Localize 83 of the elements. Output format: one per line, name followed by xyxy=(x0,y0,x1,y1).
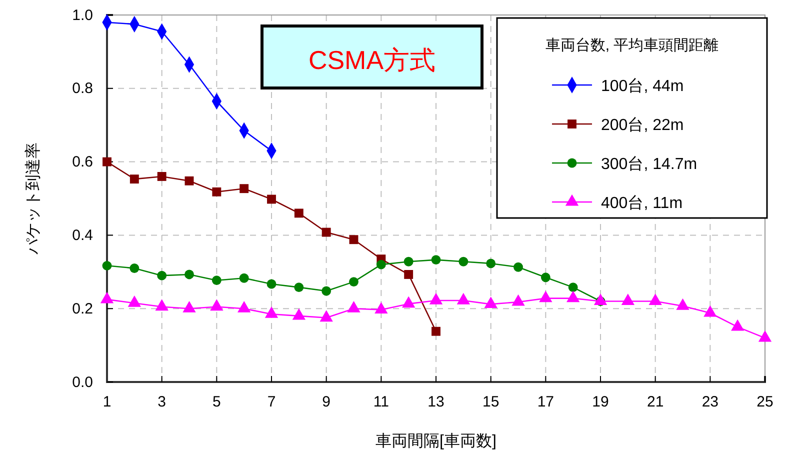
point xyxy=(704,305,717,317)
point xyxy=(404,256,414,266)
point xyxy=(155,299,168,311)
point xyxy=(512,294,525,306)
point xyxy=(514,262,523,272)
point xyxy=(239,273,249,283)
point xyxy=(374,302,388,314)
point xyxy=(429,292,443,304)
y-axis-title: パケット到達率 xyxy=(24,142,42,256)
point xyxy=(267,194,276,204)
point xyxy=(432,326,440,336)
point xyxy=(130,264,140,273)
point xyxy=(184,270,194,280)
legend-label: 400台, 11m xyxy=(601,194,683,212)
point xyxy=(621,294,634,306)
point xyxy=(128,295,141,307)
legend-label: 200台, 22m xyxy=(601,116,684,134)
point xyxy=(431,255,441,264)
point xyxy=(349,277,358,287)
y-tick-label: 0.6 xyxy=(72,154,93,171)
y-tick-label: 0.2 xyxy=(72,300,93,318)
x-tick-label: 3 xyxy=(158,394,166,411)
annotation: CSMA方式 xyxy=(308,45,436,75)
point xyxy=(212,276,222,286)
x-tick-label: 13 xyxy=(428,394,444,411)
point xyxy=(484,296,498,308)
legend-label: 100台, 44m xyxy=(601,77,684,95)
x-tick-label: 1 xyxy=(102,394,112,411)
x-axis-title: 車両間隔[車両数] xyxy=(376,432,496,450)
x-tick-label: 21 xyxy=(646,394,664,411)
point xyxy=(240,184,249,194)
point xyxy=(130,174,139,184)
title-box: CSMA方式 xyxy=(260,24,484,90)
legend-label: 300台, 14.7m xyxy=(601,155,698,173)
point xyxy=(456,292,470,304)
point xyxy=(157,172,166,181)
point xyxy=(157,270,167,280)
point xyxy=(184,176,194,186)
x-tick-label: 25 xyxy=(756,394,774,411)
x-tick-label: 5 xyxy=(212,394,221,411)
point xyxy=(758,330,772,342)
point xyxy=(376,260,386,270)
point xyxy=(404,270,414,279)
y-tick-label: 0.8 xyxy=(72,80,93,98)
point xyxy=(294,282,304,292)
x-tick-label: 9 xyxy=(322,394,331,411)
point xyxy=(539,290,552,302)
legend-title: 車両台数, 平均車頭間距離 xyxy=(545,37,719,54)
y-tick-label: 0.0 xyxy=(72,374,93,391)
point xyxy=(486,258,496,268)
x-tick-label: 19 xyxy=(592,394,609,411)
point xyxy=(238,301,251,312)
point xyxy=(322,286,332,296)
point xyxy=(566,290,580,302)
point xyxy=(266,279,276,289)
point xyxy=(182,301,196,312)
point xyxy=(294,208,304,218)
point xyxy=(540,272,550,282)
point xyxy=(402,296,416,308)
x-tick-label: 11 xyxy=(373,394,389,411)
point xyxy=(102,157,112,166)
point xyxy=(322,228,331,237)
point xyxy=(210,299,224,311)
point xyxy=(568,282,578,292)
y-tick-label: 1.0 xyxy=(72,6,93,24)
point xyxy=(458,256,468,266)
point xyxy=(292,308,306,320)
point xyxy=(320,310,333,322)
y-tick-label: 0.4 xyxy=(72,227,93,244)
point xyxy=(594,294,608,306)
x-tick-label: 7 xyxy=(267,394,276,411)
point xyxy=(731,319,744,331)
point xyxy=(648,294,662,306)
point xyxy=(676,298,690,310)
x-tick-label: 23 xyxy=(702,394,719,411)
point xyxy=(264,306,278,318)
point xyxy=(212,187,222,196)
point xyxy=(349,235,358,244)
point xyxy=(102,260,112,270)
point xyxy=(100,292,114,304)
point xyxy=(347,301,360,312)
x-tick-label: 15 xyxy=(482,394,500,411)
x-tick-label: 17 xyxy=(537,394,554,411)
